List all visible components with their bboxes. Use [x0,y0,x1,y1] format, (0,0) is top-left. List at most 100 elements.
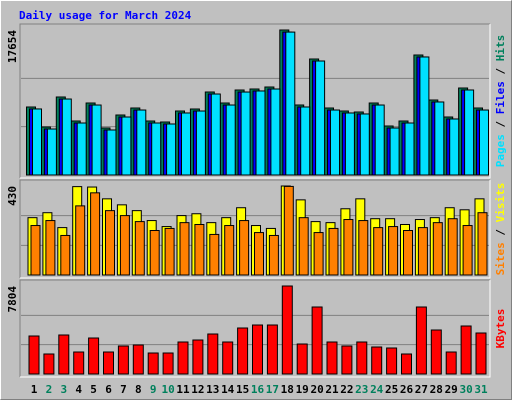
x-tick-label: 13 [206,383,219,396]
x-tick-label: 8 [135,383,142,396]
x-tick-label: 18 [281,383,294,396]
bar [432,222,443,276]
bar [389,127,400,176]
bar [90,192,101,276]
bar [386,347,398,375]
bar [179,222,190,276]
bar [162,352,174,375]
bar [121,116,132,176]
panel-border-dark [19,179,490,278]
bar [404,122,415,176]
bar [149,230,160,276]
legend-separator: / [494,61,507,81]
bar [417,227,428,276]
bar [430,329,442,375]
legend: Pages / Files / Hits [494,35,507,168]
legend-separator: / [494,222,507,242]
bar [475,332,487,375]
bar [311,306,323,375]
y-tick-label: 430 [6,186,19,206]
bar [91,104,102,176]
chart-title: Daily usage for March 2024 [19,9,192,22]
panel-border-dark [19,23,490,178]
x-tick-label: 15 [236,383,249,396]
y-tick-label: 17654 [6,30,19,63]
x-tick-label: 3 [60,383,67,396]
bar [225,104,236,176]
bar [76,122,87,176]
bar [103,351,114,375]
bar [106,129,117,176]
bar [61,98,72,176]
bar [460,325,472,375]
bar [281,285,293,375]
x-tick-label: 11 [176,383,190,396]
bar [283,185,294,276]
bar [117,345,129,375]
bar [356,341,368,375]
bar [239,220,250,276]
bar [298,217,309,276]
x-tick-label: 14 [221,383,235,396]
bar [75,205,86,276]
bar [313,232,324,276]
bar [58,334,70,375]
panel-border-light [20,180,491,279]
bar [373,227,384,276]
bar [401,353,412,375]
bar [330,109,340,176]
x-tick-label: 29 [445,383,458,396]
bar [73,351,85,375]
x-tick-label: 31 [474,383,488,396]
bar [447,218,458,276]
bar [462,225,473,276]
legend-entry: Pages [494,134,507,167]
x-tick-label: 9 [150,383,157,396]
bar [43,353,55,375]
bar [207,333,219,375]
panel-border-light [20,24,491,179]
bar [28,335,40,375]
bar [88,337,100,375]
legend: Sites / Visits [494,183,507,276]
legend-entry: Hits [494,35,507,62]
bar [136,109,147,176]
bar [434,101,445,176]
bar [477,212,488,276]
bar [296,343,308,375]
panel-border-dark [19,279,490,377]
bar [464,89,475,176]
bar [105,210,115,276]
x-tick-label: 22 [340,383,353,396]
bar [46,128,57,176]
bar [328,227,339,276]
bar [45,220,56,276]
bar [359,113,370,176]
bar [195,110,206,176]
bar [194,223,205,276]
bar [177,341,189,375]
bar [134,221,145,276]
bar [210,93,221,176]
bar [300,106,311,176]
bar [192,339,204,375]
x-tick-label: 25 [385,383,398,396]
x-tick-label: 23 [355,383,368,396]
bar [343,219,354,276]
bar [388,226,399,276]
bar [419,56,430,176]
y-tick-label: 7804 [6,286,19,313]
bar [224,225,235,276]
legend-entry: Files [494,81,507,114]
bar [132,344,144,375]
bar [240,91,251,176]
x-tick-label: 16 [251,383,265,396]
bar [252,324,263,375]
x-tick-label: 1 [31,383,38,396]
x-tick-label: 7 [120,383,127,396]
x-tick-label: 5 [90,383,97,396]
x-tick-label: 30 [459,383,472,396]
bar [255,90,266,176]
